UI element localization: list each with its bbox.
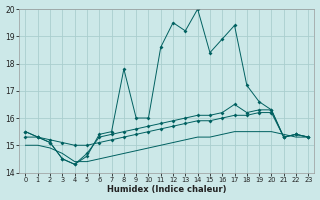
X-axis label: Humidex (Indice chaleur): Humidex (Indice chaleur): [107, 185, 227, 194]
